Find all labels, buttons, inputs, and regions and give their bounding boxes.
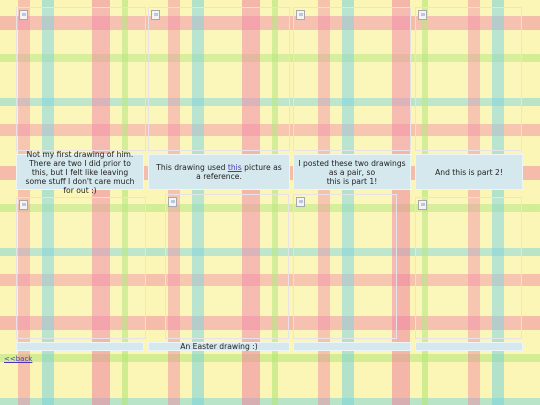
caption-2: This drawing used this picture as a refe… — [148, 154, 290, 190]
broken-image-icon — [19, 200, 28, 210]
caption-5 — [16, 342, 144, 351]
gallery-grid: Not my first drawing of him. There are t… — [10, 3, 528, 353]
thumbnail-4[interactable] — [415, 7, 522, 151]
thumbnail-8[interactable] — [415, 197, 522, 339]
thumbnail-3[interactable] — [293, 7, 411, 151]
broken-image-icon — [296, 197, 305, 207]
broken-image-icon — [168, 197, 177, 207]
caption-4: And this is part 2! — [415, 154, 523, 190]
thumbnail-1[interactable] — [16, 7, 146, 151]
broken-image-icon — [19, 10, 28, 20]
broken-image-icon — [418, 10, 427, 20]
broken-image-icon — [296, 10, 305, 20]
caption-2-text-after: picture as a reference. — [196, 163, 282, 181]
thumbnail-2[interactable] — [148, 7, 290, 151]
caption-3: I posted these two drawings as a pair, s… — [293, 154, 411, 190]
caption-8 — [415, 342, 523, 351]
thumbnail-5[interactable] — [16, 197, 146, 339]
caption-2-text-before: This drawing used — [156, 163, 228, 172]
thumbnail-6[interactable] — [165, 194, 289, 339]
back-link[interactable]: <<back — [4, 355, 33, 363]
reference-link[interactable]: this — [227, 163, 242, 172]
thumbnail-7[interactable] — [293, 194, 397, 339]
caption-1: Not my first drawing of him. There are t… — [16, 150, 144, 195]
broken-image-icon — [418, 200, 427, 210]
broken-image-icon — [151, 10, 160, 20]
caption-7 — [293, 342, 411, 351]
caption-6: An Easter drawing :) — [148, 342, 290, 351]
